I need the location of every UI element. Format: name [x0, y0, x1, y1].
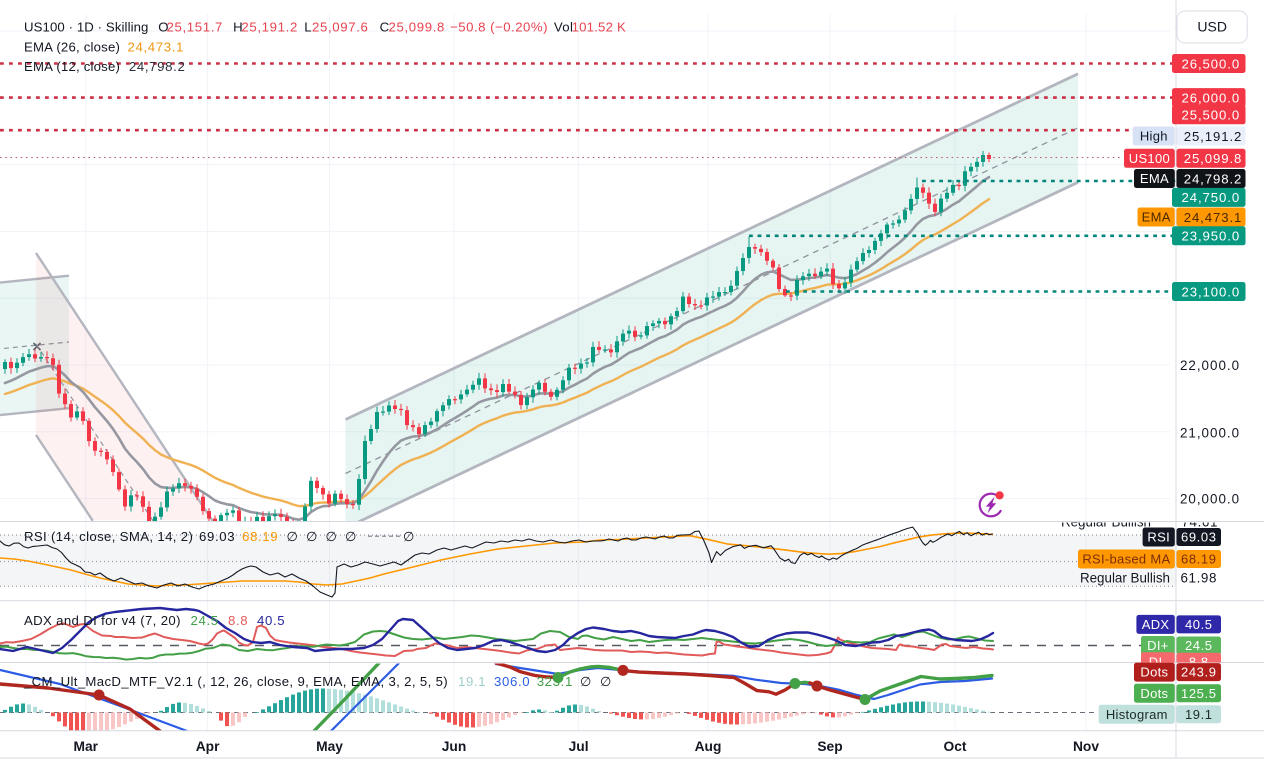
- svg-text:21,000.0: 21,000.0: [1180, 425, 1240, 440]
- svg-text:Dots: Dots: [1140, 665, 1168, 680]
- svg-text:High: High: [1140, 129, 1168, 144]
- svg-text:40.5: 40.5: [1185, 617, 1213, 632]
- svg-text:25,500.0: 25,500.0: [1182, 108, 1241, 123]
- svg-text:Mar: Mar: [74, 739, 99, 754]
- svg-text:DI+: DI+: [1147, 638, 1169, 653]
- svg-text:101.52 K: 101.52 K: [572, 20, 626, 35]
- svg-text:Vol: Vol: [554, 20, 573, 35]
- svg-text:∅: ∅: [580, 674, 592, 689]
- svg-text:RSI-based MA: RSI-based MA: [1082, 552, 1170, 567]
- svg-text:EMA: EMA: [1140, 171, 1169, 186]
- svg-text:Jun: Jun: [442, 739, 467, 754]
- svg-text:25,099.8: 25,099.8: [389, 20, 446, 35]
- svg-text:EMA (12, close): EMA (12, close): [24, 59, 120, 74]
- svg-text:−50.8 (−0.20%): −50.8 (−0.20%): [450, 20, 548, 35]
- svg-text:ADX: ADX: [1142, 617, 1170, 632]
- svg-text:USD: USD: [1197, 19, 1227, 35]
- svg-text:20,000.0: 20,000.0: [1180, 491, 1240, 506]
- svg-text:∅: ∅: [403, 529, 415, 544]
- svg-text:19.1: 19.1: [1185, 707, 1213, 722]
- svg-text:May: May: [316, 739, 343, 754]
- svg-text:EMA: EMA: [1142, 210, 1171, 225]
- svg-text:_CM_Ult_MacD_MTF_V2.1 (, 12, 2: _CM_Ult_MacD_MTF_V2.1 (, 12, 26, close, …: [23, 674, 448, 689]
- svg-text:Regular Bullish: Regular Bullish: [1061, 515, 1151, 530]
- svg-text:∅: ∅: [287, 529, 299, 544]
- svg-text:25,097.6: 25,097.6: [312, 20, 369, 35]
- svg-text:Sep: Sep: [817, 739, 842, 754]
- svg-text:306.0: 306.0: [494, 674, 530, 689]
- svg-text:243.9: 243.9: [1181, 665, 1217, 680]
- svg-text:323.1: 323.1: [537, 674, 573, 689]
- svg-text:26,000.0: 26,000.0: [1182, 90, 1241, 105]
- svg-text:Histogram: Histogram: [1106, 707, 1168, 722]
- svg-text:125.5: 125.5: [1181, 686, 1217, 701]
- svg-text:26,500.0: 26,500.0: [1182, 56, 1241, 71]
- svg-text:H: H: [233, 20, 243, 35]
- svg-text:US100: US100: [1129, 151, 1170, 166]
- svg-text:24,798.2: 24,798.2: [1184, 171, 1243, 186]
- svg-text:DI-: DI-: [1149, 654, 1167, 669]
- svg-text:22,000.0: 22,000.0: [1180, 358, 1240, 373]
- svg-text:24,798.2: 24,798.2: [129, 59, 186, 74]
- svg-text:40.5: 40.5: [257, 613, 285, 628]
- svg-text:∅: ∅: [306, 529, 318, 544]
- svg-text:Nov: Nov: [1073, 739, 1099, 754]
- svg-text:24.5: 24.5: [191, 613, 219, 628]
- svg-text:Regular Bullish: Regular Bullish: [1080, 571, 1170, 586]
- svg-text:74.61: 74.61: [1181, 515, 1218, 530]
- svg-text:61.98: 61.98: [1180, 571, 1217, 586]
- svg-text:8.8: 8.8: [1189, 654, 1209, 669]
- svg-text:23,100.0: 23,100.0: [1182, 284, 1241, 299]
- svg-text:24,473.1: 24,473.1: [128, 40, 185, 55]
- svg-text:Jul: Jul: [569, 739, 589, 754]
- svg-text:RSI: RSI: [1147, 530, 1170, 545]
- svg-text:19.1: 19.1: [458, 674, 486, 689]
- svg-text:∅: ∅: [600, 674, 612, 689]
- svg-text:Apr: Apr: [196, 739, 220, 754]
- svg-text:Dots: Dots: [1140, 686, 1168, 701]
- svg-text:∅: ∅: [326, 529, 338, 544]
- svg-text:L: L: [304, 20, 312, 35]
- svg-text:69.03: 69.03: [199, 529, 235, 544]
- svg-text:68.19: 68.19: [242, 529, 278, 544]
- svg-text:24.5: 24.5: [1185, 638, 1213, 653]
- svg-text:8.8: 8.8: [228, 613, 248, 628]
- svg-text:Aug: Aug: [695, 739, 722, 754]
- svg-text:∅: ∅: [345, 529, 357, 544]
- svg-text:C: C: [380, 20, 390, 35]
- svg-text:23,950.0: 23,950.0: [1182, 229, 1241, 244]
- svg-text:24,473.1: 24,473.1: [1184, 210, 1243, 225]
- svg-text:68.19: 68.19: [1181, 552, 1217, 567]
- svg-text:EMA (26, close): EMA (26, close): [24, 40, 120, 55]
- svg-text:25,151.7: 25,151.7: [167, 20, 224, 35]
- svg-text:25,191.2: 25,191.2: [1184, 129, 1243, 144]
- svg-text:69.03: 69.03: [1181, 530, 1217, 545]
- svg-text:O: O: [158, 20, 169, 35]
- svg-text:25,099.8: 25,099.8: [1184, 151, 1243, 166]
- svg-text:RSI (14, close, SMA, 14, 2): RSI (14, close, SMA, 14, 2): [24, 529, 193, 544]
- svg-text:25,191.2: 25,191.2: [241, 20, 298, 35]
- svg-text:ADX and DI for v4 (7, 20): ADX and DI for v4 (7, 20): [24, 613, 181, 628]
- svg-text:24,750.0: 24,750.0: [1182, 190, 1241, 205]
- svg-text:Oct: Oct: [944, 739, 967, 754]
- svg-text:US100 · 1D · Skilling: US100 · 1D · Skilling: [24, 20, 149, 35]
